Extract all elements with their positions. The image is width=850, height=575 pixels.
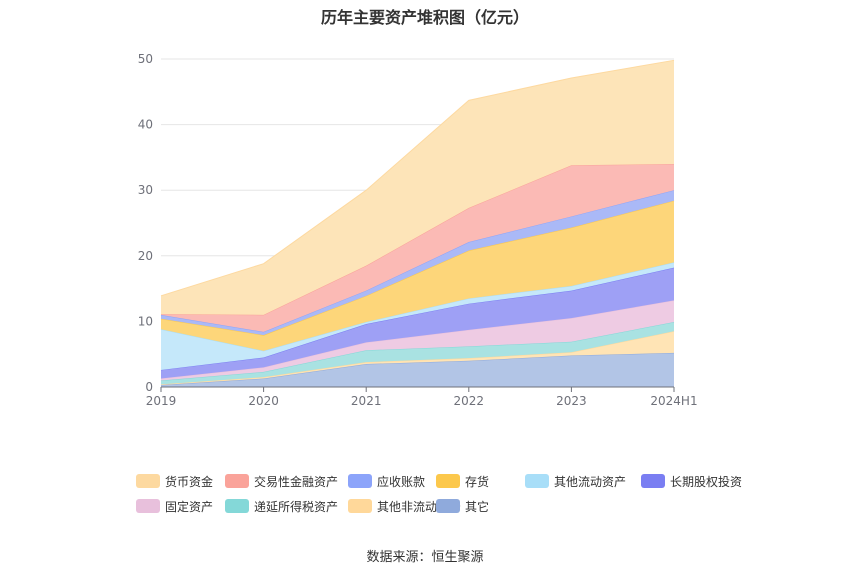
legend-label: 其他流动资产 [554, 474, 627, 489]
legend-item[interactable]: 其它 [436, 497, 489, 515]
legend-item[interactable]: 递延所得税资产 [225, 497, 338, 515]
legend-item[interactable]: 货币资金 [136, 472, 213, 490]
data-source-note: 数据来源：恒生聚源 [366, 550, 484, 565]
legend-swatch [436, 474, 460, 488]
legend-label: 长期股权投资 [670, 474, 743, 489]
chart-title: 历年主要资产堆积图（亿元） [320, 8, 529, 27]
y-tick-label: 30 [138, 183, 153, 197]
legend-swatch [136, 499, 160, 513]
legend-label: 递延所得税资产 [254, 499, 339, 514]
legend-label: 固定资产 [165, 499, 214, 514]
legend-swatch [436, 499, 460, 513]
legend-label: 交易性金融资产 [254, 474, 339, 489]
x-tick-label: 2019 [146, 394, 177, 408]
area-series-3 [161, 300, 674, 381]
y-tick-label: 10 [138, 314, 153, 328]
legend-swatch [641, 474, 665, 488]
legend-item[interactable]: 固定资产 [136, 497, 213, 515]
area-series-6 [161, 200, 674, 351]
legend-swatch [525, 474, 549, 488]
legend-label: 存货 [465, 474, 490, 489]
legend-item[interactable]: 其他流动资产 [525, 472, 626, 490]
area-series-0 [161, 352, 674, 387]
legend-label: 货币资金 [165, 474, 214, 489]
x-tick-label: 2022 [454, 394, 485, 408]
y-tick-label: 20 [138, 249, 153, 263]
legend-swatch [136, 474, 160, 488]
x-tick-label: 2024H1 [650, 394, 697, 408]
stacked-area-chart: 0 10 20 30 40 50 2019 2020 2021 2022 2023 2024H1 [138, 52, 698, 408]
x-tick-label: 2023 [556, 394, 587, 408]
legend-item[interactable]: 长期股权投资 [641, 472, 742, 490]
series-line-9 [160, 59, 675, 297]
x-tick-label: 2020 [248, 394, 279, 408]
legend-swatch [348, 474, 372, 488]
area-series-8 [161, 163, 674, 332]
legend-label: 其它 [465, 499, 490, 514]
x-tick-label: 2021 [351, 394, 382, 408]
area-series-2 [161, 322, 674, 385]
y-tick-label: 40 [138, 118, 153, 132]
legend-swatch [225, 499, 249, 513]
legend-item[interactable]: 存货 [436, 472, 489, 490]
legend-label: 应收账款 [377, 474, 426, 489]
legend-swatch [348, 499, 372, 513]
y-tick-label: 0 [145, 380, 153, 394]
legend-item[interactable]: 交易性金融资产 [225, 472, 338, 490]
area-series-9 [161, 60, 674, 315]
area-series-4 [161, 267, 674, 379]
legend-item[interactable]: 应收账款 [348, 472, 425, 490]
y-tick-label: 50 [138, 52, 153, 66]
legend-swatch [225, 474, 249, 488]
area-series-7 [161, 190, 674, 336]
